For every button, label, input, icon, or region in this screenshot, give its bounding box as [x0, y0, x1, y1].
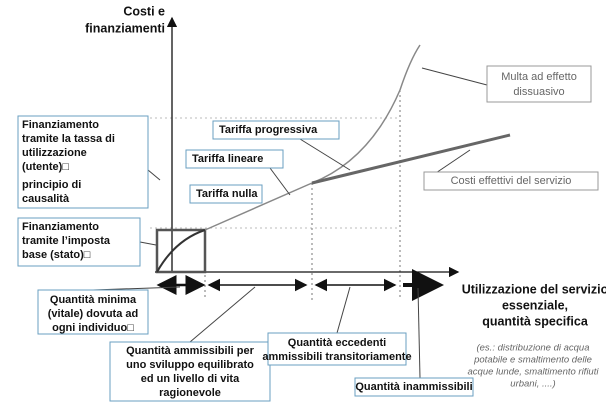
label-box: [423, 171, 599, 191]
label-line: potabile e smaltimento delle: [473, 355, 592, 366]
label-box: [189, 184, 263, 204]
label-line: ragionevole: [159, 387, 221, 399]
label-line: dissuasivo: [513, 86, 564, 98]
label-line: quantità specifica: [482, 314, 589, 328]
label-line: ammissibili transitoriamente: [262, 351, 411, 363]
label-line: Multa ad effetto: [501, 71, 577, 83]
label-box: [212, 120, 340, 140]
label-line: Quantità minima: [50, 294, 137, 306]
label-line: tramite la tassa di: [22, 133, 115, 145]
label-line: Quantità eccedenti: [288, 337, 386, 349]
curve-costi: [311, 133, 511, 185]
label-line: principio di: [22, 179, 81, 191]
label-line: Finanziamento: [22, 221, 99, 233]
label-line: tramite l’imposta: [22, 235, 111, 247]
label-box: [109, 341, 271, 402]
label-line: base (stato)□: [22, 249, 91, 261]
label-line: acque lunde, smaltimento rifiuti: [468, 367, 600, 378]
label-line: (vitale) dovuta ad: [48, 308, 138, 320]
label-line: essenziale,: [502, 298, 568, 312]
labels: Costi e finanziamenti Multa ad effetto diss…: [17, 4, 606, 402]
label-line: utilizzazione: [22, 147, 87, 159]
leaders: [92, 67, 488, 379]
tariffa-nulla-area: [155, 228, 207, 274]
label-line: (utente)□: [22, 161, 69, 173]
label-line: Tariffa lineare: [192, 153, 263, 165]
label-line: Quantità ammissibili per: [126, 345, 254, 357]
label-line: Quantità inammissibili: [355, 381, 472, 393]
label-box: [267, 332, 407, 366]
label-line: causalità: [22, 193, 70, 205]
label-box: [486, 65, 592, 103]
label-line: ogni individuo□: [52, 322, 134, 334]
label-line: Utilizzazione del servizio: [462, 282, 606, 296]
label-box: [17, 115, 149, 209]
label-box: [17, 217, 141, 267]
label-box: [185, 149, 284, 169]
label-line: Costi effettivi del servizio: [451, 175, 572, 187]
label-line: finanziamenti: [85, 21, 165, 35]
label-box: [354, 377, 474, 397]
curve-lineare: [204, 182, 313, 231]
label-line: uno sviluppo equilibrato: [126, 359, 254, 371]
label-line: ed un livello di vita: [141, 373, 240, 385]
label-box: [37, 289, 149, 335]
label-line: (es.: distribuzione di acqua: [476, 343, 589, 354]
curve-progressiva: [311, 44, 421, 184]
curve-nulla: [156, 229, 206, 273]
label-line: Tariffa nulla: [196, 188, 258, 200]
label-line: Finanziamento: [22, 119, 99, 131]
label-line: urbani, ....): [510, 379, 555, 390]
label-line: Tariffa progressiva: [219, 124, 318, 136]
label-line: Costi e: [123, 4, 165, 18]
